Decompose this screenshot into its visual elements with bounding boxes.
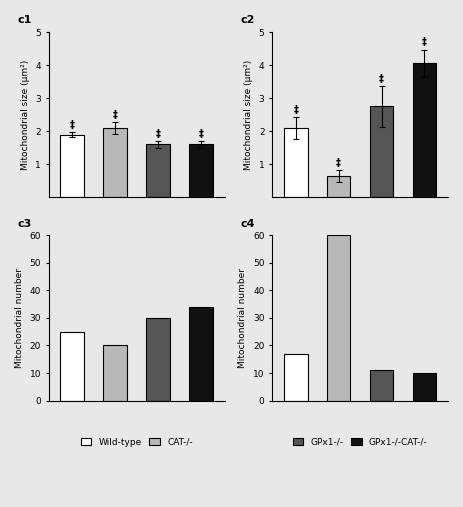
Legend: GPx1-/-, GPx1-/-CAT-/-: GPx1-/-, GPx1-/-CAT-/- [290, 435, 430, 449]
Text: c1: c1 [17, 16, 31, 25]
Bar [189, 144, 213, 197]
Bar [61, 332, 84, 401]
Bar [370, 370, 393, 401]
Text: ‡: ‡ [293, 105, 298, 115]
Y-axis label: Mitochondrial number: Mitochondrial number [238, 268, 247, 368]
Text: c2: c2 [240, 16, 255, 25]
Legend: Wild-type, CAT-/-: Wild-type, CAT-/- [78, 435, 195, 449]
Text: ‡: ‡ [156, 129, 161, 139]
Bar [284, 128, 307, 197]
Text: ‡: ‡ [422, 38, 427, 47]
Bar [413, 63, 436, 197]
Text: ‡: ‡ [199, 129, 203, 139]
Text: c4: c4 [240, 219, 255, 229]
Bar [103, 345, 127, 401]
Text: ‡: ‡ [70, 120, 75, 130]
Text: ‡: ‡ [113, 110, 118, 120]
Bar [284, 354, 307, 401]
Bar [327, 235, 350, 401]
Bar [327, 176, 350, 197]
Bar [370, 106, 393, 197]
Bar [146, 318, 170, 401]
Y-axis label: Mitochondrial size (μm²): Mitochondrial size (μm²) [21, 60, 30, 170]
Text: ‡: ‡ [379, 74, 384, 84]
Bar [103, 128, 127, 197]
Y-axis label: Mitochondrial number: Mitochondrial number [15, 268, 24, 368]
Text: c3: c3 [17, 219, 31, 229]
Bar [146, 144, 170, 197]
Text: ‡: ‡ [336, 158, 341, 168]
Bar [413, 373, 436, 401]
Bar [189, 307, 213, 401]
Y-axis label: Mitochondrial size (μm²): Mitochondrial size (μm²) [244, 60, 253, 170]
Bar [61, 134, 84, 197]
